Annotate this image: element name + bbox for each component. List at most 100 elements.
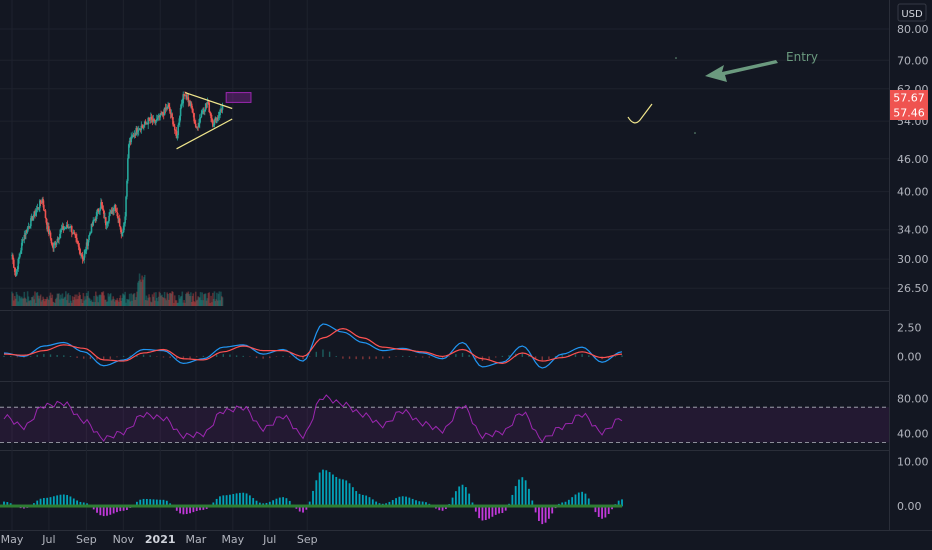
candle-body[interactable] (24, 234, 26, 236)
candle-body[interactable] (142, 126, 144, 128)
candle-body[interactable] (131, 136, 133, 138)
candle-body[interactable] (59, 230, 62, 234)
candle-body[interactable] (215, 117, 217, 123)
candle-body[interactable] (209, 111, 211, 114)
candle-body[interactable] (167, 104, 169, 109)
candle-body[interactable] (214, 117, 217, 120)
candle-body[interactable] (112, 209, 114, 212)
candle-body[interactable] (83, 254, 85, 260)
entry-label[interactable]: Entry (786, 50, 818, 64)
candle-body[interactable] (190, 103, 193, 108)
candle-body[interactable] (205, 103, 208, 105)
candle-body[interactable] (178, 116, 181, 123)
candle-body[interactable] (114, 204, 116, 209)
candle-body[interactable] (213, 119, 216, 125)
candle-body[interactable] (20, 250, 22, 254)
candle-body[interactable] (106, 222, 109, 225)
candle-body[interactable] (166, 107, 169, 109)
candle-body[interactable] (174, 130, 177, 132)
candle-body[interactable] (157, 115, 160, 118)
candle-body[interactable] (219, 109, 221, 116)
candle-body[interactable] (101, 205, 104, 209)
candle-body[interactable] (137, 130, 139, 133)
candle-body[interactable] (59, 233, 61, 239)
candle-body[interactable] (54, 242, 56, 244)
candle-body[interactable] (43, 204, 45, 211)
candle-body[interactable] (175, 131, 178, 139)
candle-body[interactable] (119, 226, 122, 230)
macd-line[interactable] (3, 323, 623, 369)
candle-body[interactable] (55, 242, 58, 245)
candle-body[interactable] (21, 239, 24, 243)
candle-body[interactable] (105, 224, 108, 226)
candle-body[interactable] (195, 126, 198, 128)
candle-body[interactable] (34, 211, 36, 216)
candle-body[interactable] (212, 120, 214, 127)
candle-body[interactable] (109, 212, 111, 216)
candle-body[interactable] (148, 118, 150, 119)
candle-body[interactable] (198, 123, 200, 128)
entry-arrow-icon[interactable] (705, 60, 778, 82)
candle-body[interactable] (52, 243, 54, 249)
candle-body[interactable] (187, 97, 190, 103)
candle-body[interactable] (135, 127, 137, 136)
candle-body[interactable] (65, 228, 67, 229)
candle-body[interactable] (133, 134, 136, 137)
candle-body[interactable] (162, 113, 165, 116)
candle-body[interactable] (191, 107, 194, 113)
candle-body[interactable] (89, 232, 92, 234)
candle-body[interactable] (110, 210, 113, 214)
candle-body[interactable] (199, 117, 202, 119)
candle-body[interactable] (147, 118, 150, 125)
candle-body[interactable] (42, 199, 44, 205)
candle-body[interactable] (74, 233, 76, 236)
candle-body[interactable] (173, 126, 176, 131)
candle-body[interactable] (51, 243, 54, 245)
candle-body[interactable] (201, 111, 204, 114)
candle-body[interactable] (155, 121, 157, 124)
candle-body[interactable] (31, 216, 34, 221)
candle-body[interactable] (143, 121, 146, 126)
candle-body[interactable] (143, 125, 145, 127)
candle-body[interactable] (30, 218, 32, 227)
candle-body[interactable] (122, 225, 125, 233)
candle-body[interactable] (216, 117, 218, 123)
candle-body[interactable] (211, 118, 213, 121)
candle-body[interactable] (78, 246, 81, 250)
rsi-pane[interactable] (0, 394, 889, 443)
candle-body[interactable] (102, 208, 105, 211)
candle-body[interactable] (14, 271, 17, 276)
candle-body[interactable] (192, 112, 195, 114)
candle-body[interactable] (189, 100, 191, 106)
candle-body[interactable] (208, 102, 211, 112)
candle-body[interactable] (95, 212, 98, 219)
candle-body[interactable] (100, 202, 102, 209)
candle-body[interactable] (139, 128, 142, 131)
candle-body[interactable] (16, 269, 19, 271)
candle-body[interactable] (28, 226, 31, 228)
candle-body[interactable] (220, 109, 223, 111)
candle-body[interactable] (203, 110, 205, 112)
signal-line[interactable] (3, 327, 623, 365)
candle-body[interactable] (26, 227, 29, 233)
candle-body[interactable] (19, 253, 21, 257)
candle-body[interactable] (63, 228, 65, 231)
candle-body[interactable] (76, 237, 78, 241)
candle-body[interactable] (69, 227, 71, 229)
candle-body[interactable] (12, 255, 14, 260)
candle-body[interactable] (18, 256, 20, 260)
candle-body[interactable] (127, 144, 130, 159)
candle-body[interactable] (122, 232, 124, 234)
candle-body[interactable] (86, 242, 89, 246)
candle-body[interactable] (43, 210, 46, 212)
candle-body[interactable] (79, 249, 81, 255)
candle-body[interactable] (111, 209, 114, 214)
candle-body[interactable] (150, 117, 153, 120)
candle-body[interactable] (85, 250, 87, 252)
candle-body[interactable] (144, 121, 147, 124)
candle-body[interactable] (39, 200, 41, 208)
candle-body[interactable] (11, 255, 13, 257)
candle-body[interactable] (117, 216, 119, 219)
candle-body[interactable] (77, 243, 80, 247)
candle-body[interactable] (118, 218, 121, 227)
